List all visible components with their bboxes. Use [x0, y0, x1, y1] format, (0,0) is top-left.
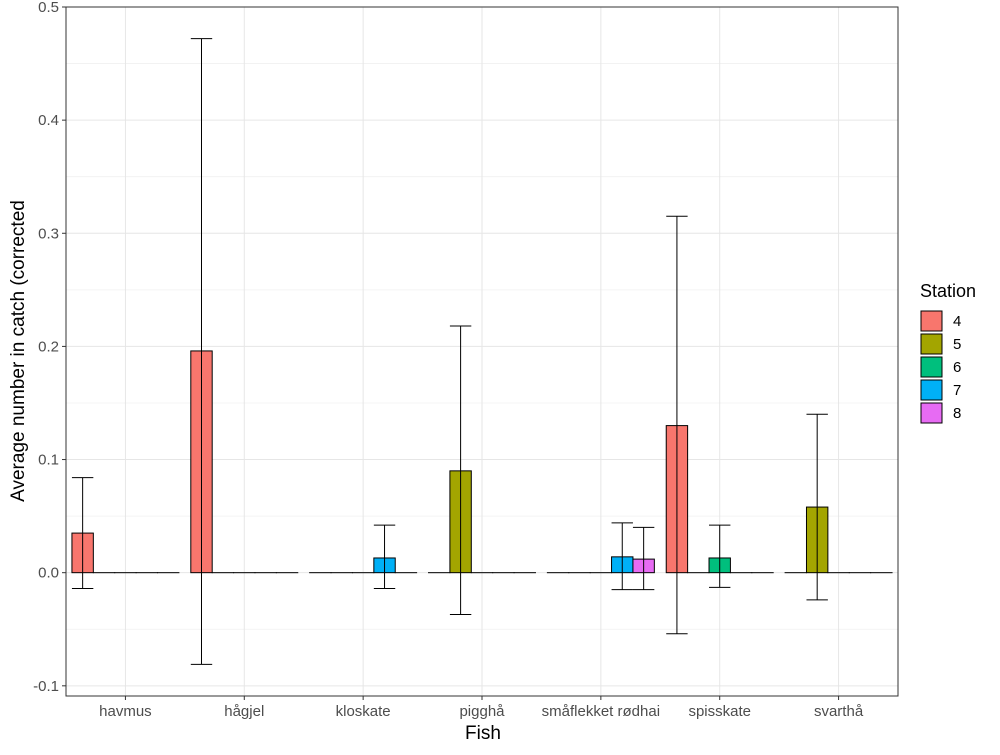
legend-key: [921, 311, 942, 331]
x-tick-label: pigghå: [459, 703, 505, 720]
legend-label: 4: [953, 313, 961, 330]
legend-key: [921, 334, 942, 354]
legend-label: 5: [953, 336, 961, 353]
y-tick-label: 0.1: [38, 452, 59, 469]
legend-label: 7: [953, 382, 961, 399]
y-tick-label: 0.5: [38, 0, 59, 16]
legend-label: 8: [953, 405, 961, 422]
error-bar: [612, 523, 633, 590]
y-axis-label: Average number in catch (corrected: [8, 200, 29, 502]
x-tick-label: havmus: [99, 703, 152, 720]
x-tick-label: svarthå: [814, 703, 864, 720]
y-tick-label: 0.4: [38, 112, 59, 129]
legend-title: Station: [920, 281, 976, 301]
y-tick-label: -0.1: [33, 678, 59, 695]
x-axis-label: Fish: [465, 723, 501, 744]
x-tick-label: småflekket rødhai: [542, 703, 660, 720]
legend-key: [921, 357, 942, 377]
legend-label: 6: [953, 359, 961, 376]
error-bar: [374, 525, 395, 588]
error-bar: [709, 525, 730, 587]
y-tick-label: 0.0: [38, 565, 59, 582]
x-tick-label: hågjel: [224, 703, 264, 720]
error-bar: [633, 527, 654, 589]
y-tick-label: 0.2: [38, 338, 59, 355]
x-tick-label: kloskate: [336, 703, 391, 720]
y-tick-label: 0.3: [38, 225, 59, 242]
axes: -0.1 0.0 0.1 0.2 0.3 0.4 0.5 havmus hågjel kloska…: [33, 0, 864, 720]
legend: Station 4 5 6 7 8: [920, 281, 976, 423]
x-tick-label: spisskate: [688, 703, 751, 720]
legend-key: [921, 403, 942, 423]
legend-key: [921, 380, 942, 400]
